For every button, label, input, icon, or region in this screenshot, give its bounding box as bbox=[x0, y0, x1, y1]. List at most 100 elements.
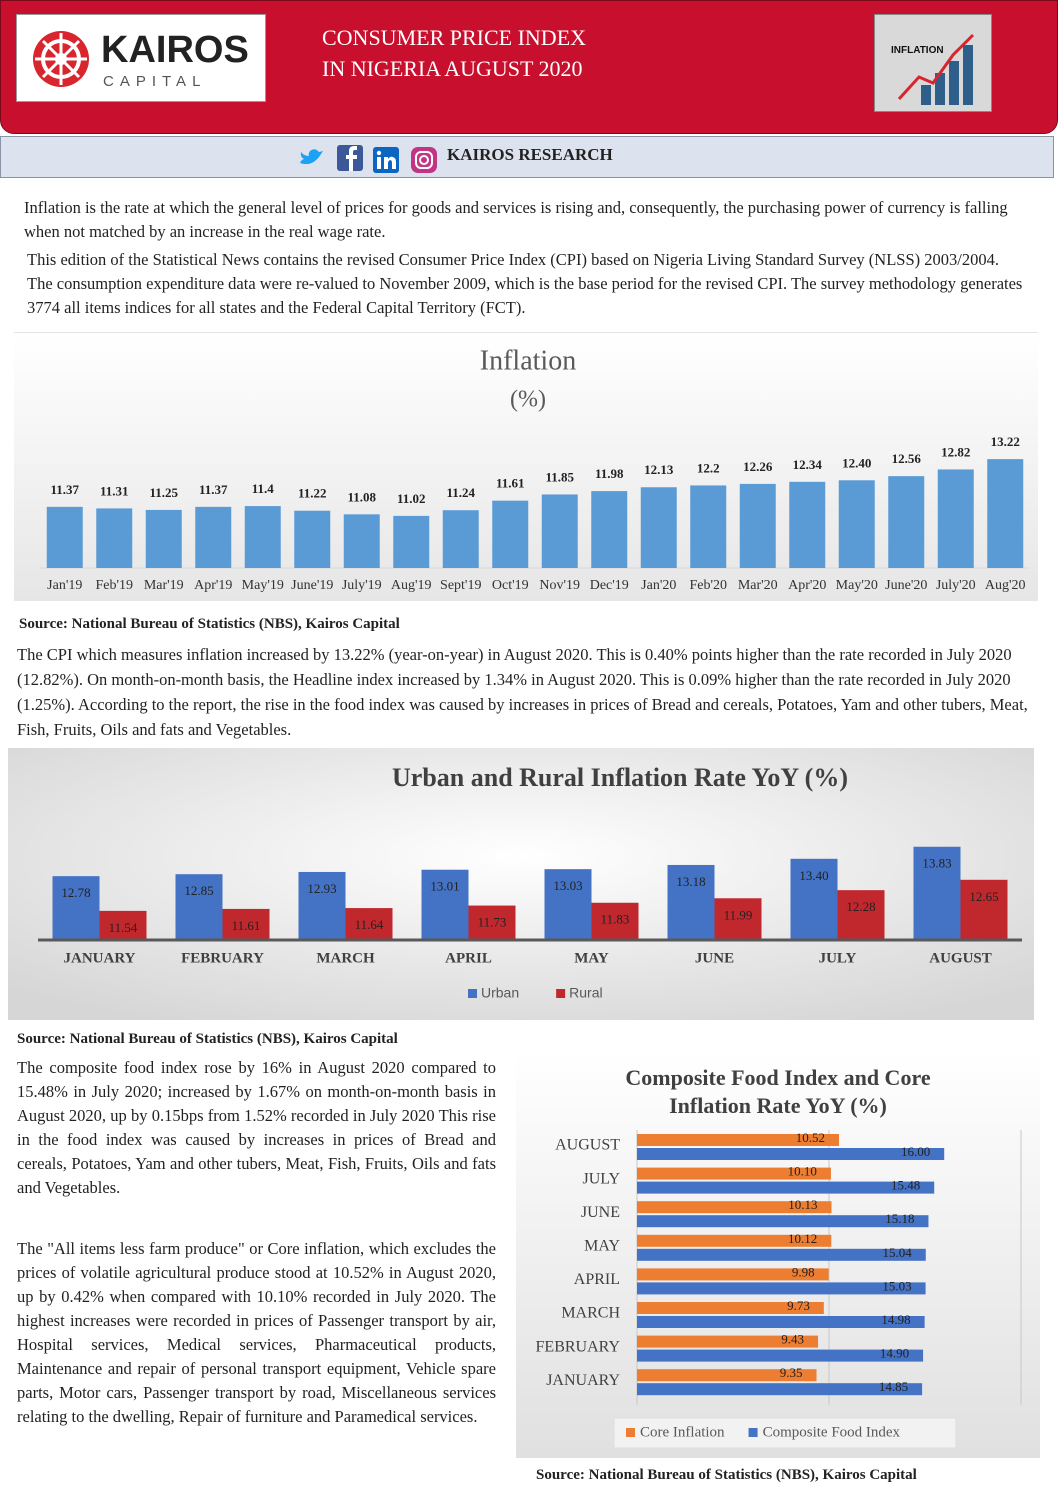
value-label: 11.61 bbox=[232, 918, 261, 933]
x-tick-label: Apr'19 bbox=[194, 578, 232, 593]
x-tick-label: Apr'20 bbox=[788, 578, 826, 593]
value-label: 15.03 bbox=[882, 1278, 911, 1293]
bar bbox=[637, 1335, 819, 1348]
value-label: 12.34 bbox=[793, 457, 823, 472]
brand: KAIROS bbox=[101, 29, 249, 71]
value-label: 12.85 bbox=[184, 883, 213, 898]
paragraph: The "All items less farm produce" or Cor… bbox=[17, 1239, 496, 1426]
bar bbox=[714, 898, 762, 940]
value-label: 11.99 bbox=[724, 907, 753, 922]
x-tick-label: MAY bbox=[574, 950, 609, 966]
social-label: KAIROS RESEARCH bbox=[447, 145, 613, 164]
bar bbox=[637, 1349, 924, 1362]
value-label: 12.40 bbox=[842, 455, 871, 470]
doc-title: CONSUMER PRICE INDEX IN NIGERIA AUGUST 2… bbox=[322, 22, 586, 84]
value-label: 12.56 bbox=[892, 451, 922, 466]
bar bbox=[544, 869, 592, 940]
bar bbox=[345, 908, 393, 940]
x-tick-label: Oct'19 bbox=[492, 578, 529, 593]
inflation-chart: Inflation (%) 11.37 Jan'19 11.31 Feb'19 11.2… bbox=[14, 332, 1038, 601]
bar bbox=[888, 476, 925, 568]
value-label: 9.35 bbox=[780, 1365, 803, 1380]
paragraph: Inflation is the rate at which the gener… bbox=[24, 198, 1008, 241]
x-tick-label: Feb'20 bbox=[689, 578, 727, 593]
bar bbox=[637, 1148, 945, 1160]
bar bbox=[837, 890, 885, 940]
value-label: 13.83 bbox=[922, 856, 951, 871]
x-tick-label: Feb'19 bbox=[95, 578, 133, 593]
inflation-icon: INFLATION bbox=[874, 14, 992, 112]
social-bar: KAIROS RESEARCH bbox=[0, 136, 1054, 178]
y-tick-label: FEBRUARY bbox=[536, 1338, 621, 1355]
value-label: 11.02 bbox=[397, 491, 426, 506]
bar bbox=[637, 1383, 923, 1396]
value-label: 10.13 bbox=[788, 1197, 817, 1212]
value-label: 9.98 bbox=[792, 1264, 815, 1279]
bar bbox=[591, 902, 639, 940]
bar bbox=[739, 483, 776, 568]
value-label: 12.2 bbox=[697, 460, 720, 475]
legend-label: Core Inflation bbox=[640, 1424, 725, 1440]
chart-title: Urban and Rural Inflation Rate YoY (%) bbox=[392, 763, 848, 792]
y-tick-label: MARCH bbox=[561, 1305, 620, 1322]
bar bbox=[195, 506, 232, 568]
logo-mark bbox=[33, 31, 89, 87]
legend-swatch bbox=[626, 1428, 635, 1437]
paragraph: The CPI which measures inflation increas… bbox=[17, 645, 1028, 739]
x-tick-label: APRIL bbox=[445, 950, 492, 966]
bar bbox=[175, 874, 223, 940]
value-label: 14.90 bbox=[880, 1346, 909, 1361]
x-tick-label: Sept'19 bbox=[440, 578, 481, 593]
bar bbox=[492, 500, 529, 568]
x-tick-label: Nov'19 bbox=[539, 578, 580, 593]
value-label: 12.26 bbox=[743, 459, 773, 474]
icon-graphic bbox=[897, 33, 975, 105]
bar bbox=[244, 506, 281, 568]
value-label: 11.08 bbox=[347, 489, 376, 504]
bar bbox=[637, 1268, 829, 1281]
brand-sub: CAPITAL bbox=[103, 73, 207, 90]
bar bbox=[789, 481, 826, 568]
x-tick-label: May'20 bbox=[836, 578, 878, 593]
bar bbox=[637, 1215, 929, 1228]
paragraph: The composite food index rose by 16% in … bbox=[17, 1058, 496, 1197]
legend-box bbox=[613, 1417, 957, 1449]
bar bbox=[637, 1167, 831, 1180]
legend-label: Composite Food Index bbox=[763, 1424, 901, 1440]
value-label: 14.85 bbox=[879, 1379, 908, 1394]
food-core-chart: AUGUST 10.52 16.00 JULY 10.10 15.48 JUNE 10.13 1… bbox=[516, 1050, 1040, 1458]
bar bbox=[838, 480, 875, 568]
value-label: 11.25 bbox=[149, 485, 178, 500]
bar bbox=[640, 487, 677, 568]
bar bbox=[937, 469, 974, 568]
value-label: 11.4 bbox=[252, 481, 275, 496]
y-tick-label: APRIL bbox=[574, 1271, 620, 1288]
bar bbox=[637, 1134, 839, 1146]
value-label: 13.01 bbox=[430, 879, 459, 894]
bar bbox=[541, 494, 578, 568]
bar bbox=[294, 510, 331, 568]
x-tick-label: MARCH bbox=[316, 950, 375, 966]
bar bbox=[298, 871, 346, 940]
value-label: 11.54 bbox=[109, 920, 138, 935]
bar bbox=[637, 1181, 935, 1194]
x-tick-label: July'20 bbox=[936, 578, 976, 593]
y-tick-label: JULY bbox=[582, 1170, 620, 1187]
value-label: 11.61 bbox=[496, 476, 525, 491]
bar bbox=[145, 509, 182, 568]
value-label: 13.40 bbox=[799, 868, 828, 883]
value-label: 15.48 bbox=[891, 1178, 920, 1193]
value-label: 13.03 bbox=[553, 878, 582, 893]
value-label: 11.83 bbox=[601, 912, 630, 927]
bar bbox=[913, 846, 961, 940]
chart-title: Composite Food Index and Core Inflation … bbox=[625, 1065, 931, 1118]
value-label: 12.78 bbox=[61, 885, 90, 900]
x-tick-label: Aug'20 bbox=[985, 578, 1026, 593]
bar bbox=[393, 515, 430, 568]
x-tick-label: Mar'20 bbox=[738, 578, 778, 593]
x-tick-label: July'19 bbox=[342, 578, 382, 593]
value-label: 10.52 bbox=[796, 1130, 825, 1145]
source: Source: National Bureau of Statistics (N… bbox=[19, 616, 400, 632]
bar bbox=[790, 858, 838, 940]
